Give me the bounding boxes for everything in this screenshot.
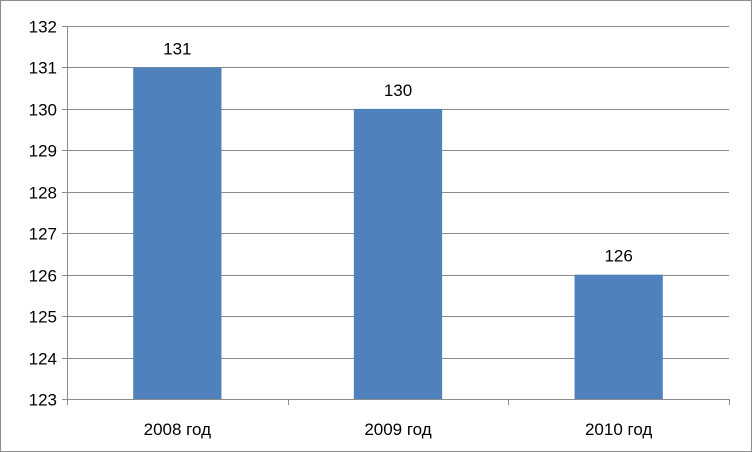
bar-1 <box>133 67 222 399</box>
bar-3 <box>574 274 663 399</box>
data-label: 130 <box>384 81 412 100</box>
y-tick-label: 124 <box>29 350 57 369</box>
y-tick-label: 132 <box>29 18 57 37</box>
bar-2 <box>353 108 443 399</box>
labels: 123 124 125 126 127 128 129 130 131 132 131 2008 го… <box>29 18 653 440</box>
y-tick-label: 123 <box>29 391 57 410</box>
y-tick-label: 127 <box>29 225 57 244</box>
y-tick-label: 126 <box>29 267 57 286</box>
y-tick-label: 131 <box>29 59 57 78</box>
bars <box>133 67 663 399</box>
y-tick-label: 129 <box>29 142 57 161</box>
axes <box>62 26 730 405</box>
y-tick-label: 128 <box>29 184 57 203</box>
y-tick-label: 125 <box>29 308 57 327</box>
x-category-label: 2009 год <box>364 420 431 439</box>
y-tick-label: 130 <box>29 101 57 120</box>
x-category-label: 2008 год <box>144 420 211 439</box>
x-category-label: 2010 год <box>585 420 652 439</box>
data-label: 126 <box>604 247 632 266</box>
data-label: 131 <box>163 39 191 58</box>
